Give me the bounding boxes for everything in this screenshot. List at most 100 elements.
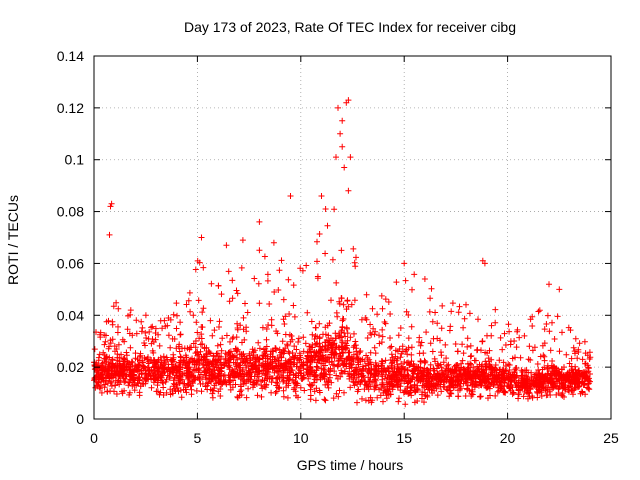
data-point xyxy=(576,340,583,347)
data-point xyxy=(113,391,120,397)
data-point xyxy=(437,371,444,378)
data-point xyxy=(336,387,343,394)
data-point xyxy=(388,360,395,367)
data-point xyxy=(291,354,298,361)
data-point xyxy=(231,373,238,380)
data-point xyxy=(316,334,323,341)
data-point xyxy=(181,357,188,364)
data-point xyxy=(307,396,314,403)
data-point xyxy=(367,321,374,328)
data-point xyxy=(546,328,553,335)
data-point xyxy=(507,385,513,392)
data-point xyxy=(291,313,298,320)
data-point xyxy=(447,377,454,384)
data-point xyxy=(193,387,200,394)
data-point xyxy=(267,351,274,358)
data-point xyxy=(114,351,121,358)
data-point xyxy=(234,325,241,331)
data-point xyxy=(219,335,226,342)
data-point xyxy=(165,315,172,321)
data-point xyxy=(357,381,364,388)
data-point xyxy=(100,349,107,356)
data-point xyxy=(379,326,386,333)
data-point xyxy=(233,348,240,355)
data-point xyxy=(388,343,395,350)
data-point xyxy=(155,331,162,338)
data-point xyxy=(316,231,323,237)
data-point xyxy=(525,395,531,402)
data-point xyxy=(236,351,243,358)
data-point xyxy=(216,324,222,330)
data-point xyxy=(490,379,497,386)
data-point xyxy=(328,297,334,304)
data-point xyxy=(465,382,471,389)
data-point xyxy=(222,356,229,363)
data-point xyxy=(218,291,225,298)
data-point xyxy=(459,357,466,364)
data-point xyxy=(438,364,445,371)
data-point xyxy=(256,355,263,362)
data-point xyxy=(314,340,321,347)
data-point xyxy=(409,374,416,380)
data-point xyxy=(115,341,122,348)
data-point xyxy=(382,296,389,303)
data-point xyxy=(104,373,111,380)
data-point xyxy=(354,388,361,395)
plot-frame xyxy=(93,55,612,420)
data-point xyxy=(264,271,271,278)
data-point xyxy=(287,193,294,199)
data-point xyxy=(177,387,184,394)
data-point xyxy=(368,366,375,373)
data-point xyxy=(130,374,137,381)
data-point xyxy=(166,367,173,374)
data-point xyxy=(284,394,291,401)
data-point xyxy=(539,366,546,373)
data-point xyxy=(380,398,386,405)
data-point xyxy=(307,386,314,393)
data-point xyxy=(226,298,233,305)
data-point xyxy=(284,341,290,348)
data-point xyxy=(578,380,585,387)
data-point xyxy=(441,375,448,381)
data-point xyxy=(280,296,287,303)
data-point xyxy=(517,354,524,361)
data-point xyxy=(232,366,239,372)
data-point xyxy=(351,297,358,304)
data-point xyxy=(101,332,108,338)
data-point xyxy=(339,117,346,124)
data-point xyxy=(142,342,148,349)
data-point xyxy=(325,339,331,346)
data-point xyxy=(255,339,262,346)
data-point xyxy=(161,317,168,324)
data-point xyxy=(531,344,538,351)
y-axis-label: ROTI / TECUs xyxy=(5,195,21,285)
data-point xyxy=(313,376,320,383)
data-point xyxy=(341,164,348,171)
data-point xyxy=(127,311,134,318)
data-point xyxy=(297,384,304,391)
data-point xyxy=(230,359,237,366)
data-point xyxy=(545,370,552,377)
data-point xyxy=(469,380,476,387)
data-point xyxy=(364,335,371,341)
data-point xyxy=(434,392,441,399)
data-point xyxy=(484,384,491,391)
data-point xyxy=(538,393,545,399)
data-point xyxy=(276,267,283,274)
data-point xyxy=(549,319,555,326)
data-point xyxy=(559,392,566,399)
data-point xyxy=(324,222,331,229)
data-point xyxy=(323,379,330,385)
data-point xyxy=(229,295,236,302)
data-point xyxy=(351,382,358,389)
data-point xyxy=(395,332,402,339)
data-point xyxy=(432,375,439,382)
data-point xyxy=(396,346,403,352)
data-point xyxy=(136,392,143,399)
data-point xyxy=(239,368,246,375)
data-point xyxy=(464,385,470,392)
data-point xyxy=(97,385,104,392)
data-point xyxy=(105,317,112,324)
data-point xyxy=(134,368,141,375)
data-point xyxy=(432,309,439,316)
